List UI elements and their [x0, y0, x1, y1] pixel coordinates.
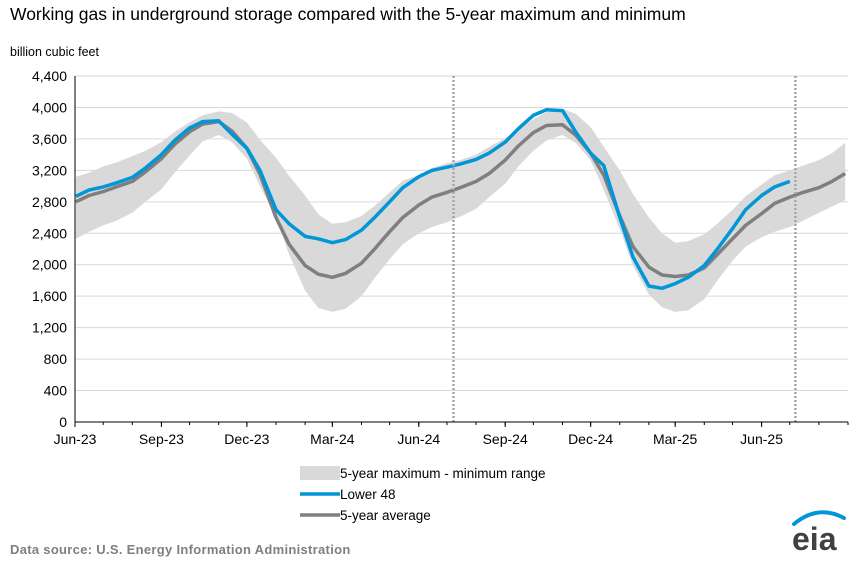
data-source-note: Data source: U.S. Energy Information Adm… [10, 542, 351, 557]
y-tick-label: 3,200 [32, 162, 67, 178]
x-tick-label: Jun-25 [740, 431, 783, 447]
y-tick-label: 2,400 [32, 225, 67, 241]
legend-label: Lower 48 [340, 487, 396, 502]
svg-text:eia: eia [792, 521, 837, 554]
x-tick-label: Mar-25 [653, 431, 698, 447]
y-tick-label: 2,800 [32, 194, 67, 210]
y-tick-label: 800 [44, 351, 68, 367]
y-axis-label: billion cubic feet [10, 45, 99, 59]
eia-logo: eia [792, 510, 846, 554]
y-tick-label: 0 [59, 414, 67, 430]
x-tick-label: Sep-23 [139, 431, 184, 447]
x-tick-label: Jun-24 [397, 431, 440, 447]
lower48-line [75, 108, 791, 291]
y-tick-label: 400 [44, 383, 68, 399]
y-tick-label: 3,600 [32, 131, 67, 147]
x-tick-label: Sep-24 [483, 431, 528, 447]
legend-label: 5-year average [340, 508, 431, 523]
legend-swatch-range [300, 466, 340, 480]
range-band [75, 109, 846, 312]
x-tick-label: Mar-24 [310, 431, 355, 447]
y-tick-label: 4,400 [32, 68, 67, 84]
x-tick-label: Dec-23 [224, 431, 269, 447]
chart-title: Working gas in underground storage compa… [10, 4, 686, 24]
legend-label: 5-year maximum - minimum range [340, 466, 546, 481]
y-tick-label: 1,200 [32, 320, 67, 336]
x-tick-label: Dec-24 [568, 431, 613, 447]
x-tick-label: Jun-23 [54, 431, 97, 447]
y-tick-label: 1,600 [32, 288, 67, 304]
y-tick-label: 4,000 [32, 99, 67, 115]
y-tick-label: 2,000 [32, 257, 67, 273]
average-line [75, 119, 847, 280]
